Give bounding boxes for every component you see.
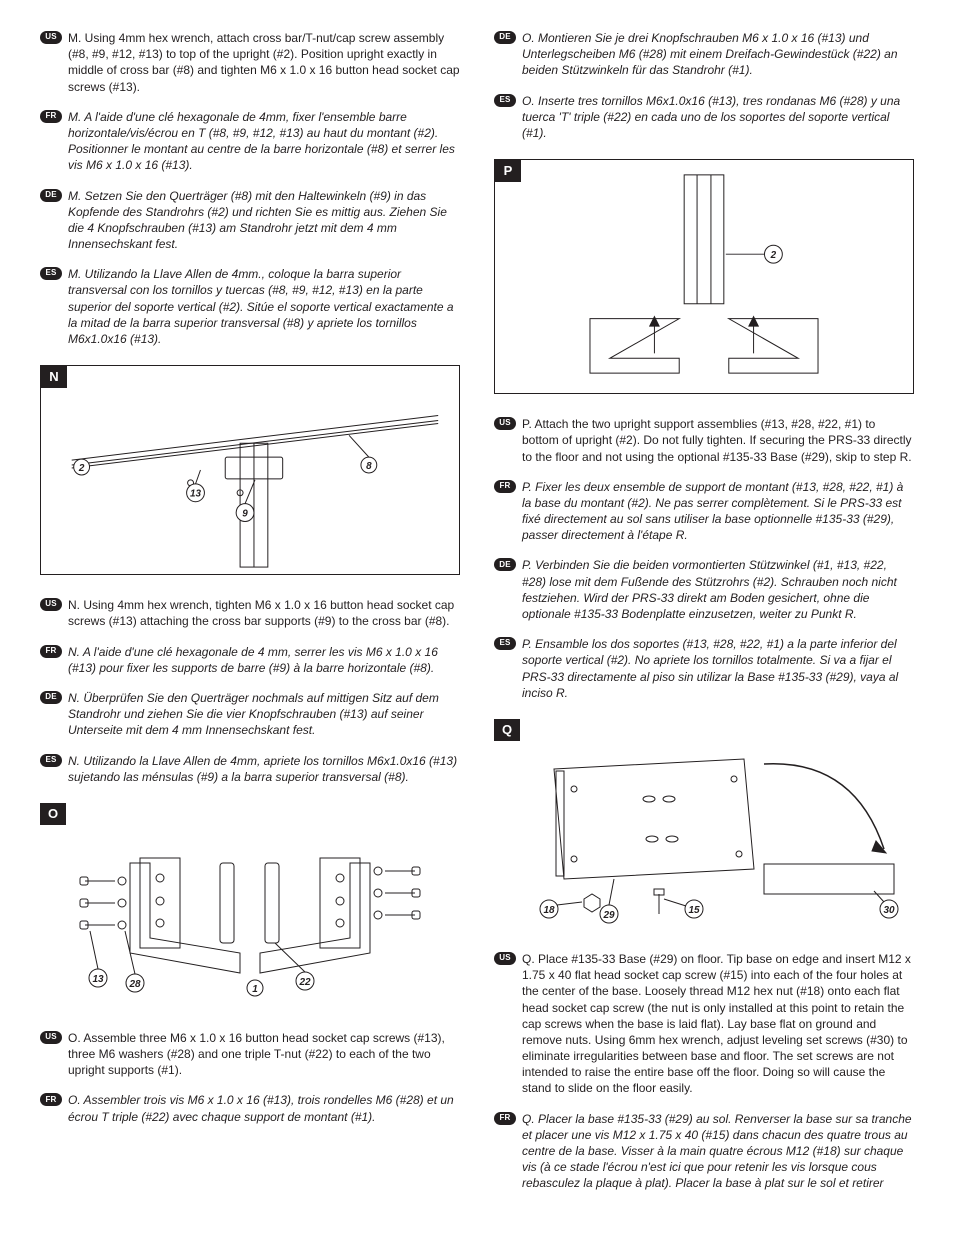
diagram-q-label: Q xyxy=(494,719,520,741)
step-o-es-text: O. Inserte tres tornillos M6x1.0x16 (#13… xyxy=(522,93,914,142)
lang-badge-fr: FR xyxy=(40,1093,62,1106)
step-o-us-text: O. Assemble three M6 x 1.0 x 16 button h… xyxy=(68,1030,460,1079)
step-n-fr: FR N. A l'aide d'une clé hexagonale de 4… xyxy=(40,644,460,676)
lang-badge-es: ES xyxy=(494,637,516,650)
left-column: US M. Using 4mm hex wrench, attach cross… xyxy=(40,30,460,1206)
step-q-fr-text: Q. Placer la base #135-33 (#29) au sol. … xyxy=(522,1111,914,1192)
callout-o-28: 28 xyxy=(128,979,141,990)
step-p-es: ES P. Ensamble los dos soportes (#13, #2… xyxy=(494,636,914,701)
two-column-layout: US M. Using 4mm hex wrench, attach cross… xyxy=(40,30,914,1206)
diagram-o-svg: 13 28 1 22 xyxy=(40,803,460,1008)
step-n-us-text: N. Using 4mm hex wrench, tighten M6 x 1.… xyxy=(68,597,460,629)
lang-badge-de: DE xyxy=(494,558,516,571)
step-p-fr-text: P. Fixer les deux ensemble de support de… xyxy=(522,479,914,544)
diagram-o: O xyxy=(40,803,460,1008)
diagram-p-label: P xyxy=(495,160,521,182)
right-column: DE O. Montieren Sie je drei Knopfschraub… xyxy=(494,30,914,1206)
lang-badge-us: US xyxy=(40,1031,62,1044)
callout-q-29: 29 xyxy=(602,910,615,921)
diagram-q: Q xyxy=(494,719,914,929)
lang-badge-es: ES xyxy=(40,754,62,767)
lang-badge-fr: FR xyxy=(494,480,516,493)
callout-o-13: 13 xyxy=(92,974,104,985)
step-m-us: US M. Using 4mm hex wrench, attach cross… xyxy=(40,30,460,95)
step-n-es: ES N. Utilizando la Llave Allen de 4mm, … xyxy=(40,753,460,785)
lang-badge-us: US xyxy=(494,952,516,965)
callout-n-2: 2 xyxy=(78,463,85,474)
lang-badge-de: DE xyxy=(494,31,516,44)
diagram-p: P 2 xyxy=(494,159,914,394)
step-m-es: ES M. Utilizando la Llave Allen de 4mm.,… xyxy=(40,266,460,347)
diagram-n: N 2 xyxy=(40,365,460,575)
step-o-de-text: O. Montieren Sie je drei Knopfschrauben … xyxy=(522,30,914,79)
diagram-p-svg: 2 xyxy=(495,160,913,393)
step-p-us: US P. Attach the two upright support ass… xyxy=(494,416,914,465)
step-o-es: ES O. Inserte tres tornillos M6x1.0x16 (… xyxy=(494,93,914,142)
lang-badge-fr: FR xyxy=(40,645,62,658)
step-q-fr: FR Q. Placer la base #135-33 (#29) au so… xyxy=(494,1111,914,1192)
lang-badge-us: US xyxy=(40,598,62,611)
callout-q-30: 30 xyxy=(883,905,895,916)
step-p-de: DE P. Verbinden Sie die beiden vormontie… xyxy=(494,557,914,622)
step-q-us: US Q. Place #135-33 Base (#29) on floor.… xyxy=(494,951,914,1097)
step-p-fr: FR P. Fixer les deux ensemble de support… xyxy=(494,479,914,544)
lang-badge-de: DE xyxy=(40,189,62,202)
lang-badge-es: ES xyxy=(40,267,62,280)
diagram-n-svg: 2 8 9 13 xyxy=(41,366,459,574)
callout-q-15: 15 xyxy=(688,905,700,916)
callout-n-13: 13 xyxy=(190,489,202,500)
step-o-fr: FR O. Assembler trois vis M6 x 1.0 x 16 … xyxy=(40,1092,460,1124)
callout-o-1: 1 xyxy=(252,984,258,995)
callout-n-8: 8 xyxy=(366,461,372,472)
step-o-de: DE O. Montieren Sie je drei Knopfschraub… xyxy=(494,30,914,79)
lang-badge-de: DE xyxy=(40,691,62,704)
step-n-de-text: N. Überprüfen Sie den Querträger nochmal… xyxy=(68,690,460,739)
lang-badge-es: ES xyxy=(494,94,516,107)
step-o-fr-text: O. Assembler trois vis M6 x 1.0 x 16 (#1… xyxy=(68,1092,460,1124)
callout-p-2: 2 xyxy=(770,250,777,261)
step-m-de-text: M. Setzen Sie den Querträger (#8) mit de… xyxy=(68,188,460,253)
step-o-us: US O. Assemble three M6 x 1.0 x 16 butto… xyxy=(40,1030,460,1079)
diagram-o-label: O xyxy=(40,803,66,825)
diagram-n-label: N xyxy=(41,366,67,388)
lang-badge-us: US xyxy=(40,31,62,44)
diagram-q-svg: 18 29 15 30 xyxy=(494,719,914,929)
step-n-es-text: N. Utilizando la Llave Allen de 4mm, apr… xyxy=(68,753,460,785)
step-n-de: DE N. Überprüfen Sie den Querträger noch… xyxy=(40,690,460,739)
step-m-fr: FR M. A l'aide d'une clé hexagonale de 4… xyxy=(40,109,460,174)
step-m-de: DE M. Setzen Sie den Querträger (#8) mit… xyxy=(40,188,460,253)
step-m-us-text: M. Using 4mm hex wrench, attach cross ba… xyxy=(68,30,460,95)
step-p-us-text: P. Attach the two upright support assemb… xyxy=(522,416,914,465)
step-p-de-text: P. Verbinden Sie die beiden vormontierte… xyxy=(522,557,914,622)
lang-badge-us: US xyxy=(494,417,516,430)
lang-badge-fr: FR xyxy=(40,110,62,123)
callout-o-22: 22 xyxy=(298,977,311,988)
callout-n-9: 9 xyxy=(242,509,248,520)
step-m-fr-text: M. A l'aide d'une clé hexagonale de 4mm,… xyxy=(68,109,460,174)
lang-badge-fr: FR xyxy=(494,1112,516,1125)
step-n-fr-text: N. A l'aide d'une clé hexagonale de 4 mm… xyxy=(68,644,460,676)
step-p-es-text: P. Ensamble los dos soportes (#13, #28, … xyxy=(522,636,914,701)
step-m-es-text: M. Utilizando la Llave Allen de 4mm., co… xyxy=(68,266,460,347)
callout-q-18: 18 xyxy=(543,905,555,916)
step-n-us: US N. Using 4mm hex wrench, tighten M6 x… xyxy=(40,597,460,629)
step-q-us-text: Q. Place #135-33 Base (#29) on floor. Ti… xyxy=(522,951,914,1097)
